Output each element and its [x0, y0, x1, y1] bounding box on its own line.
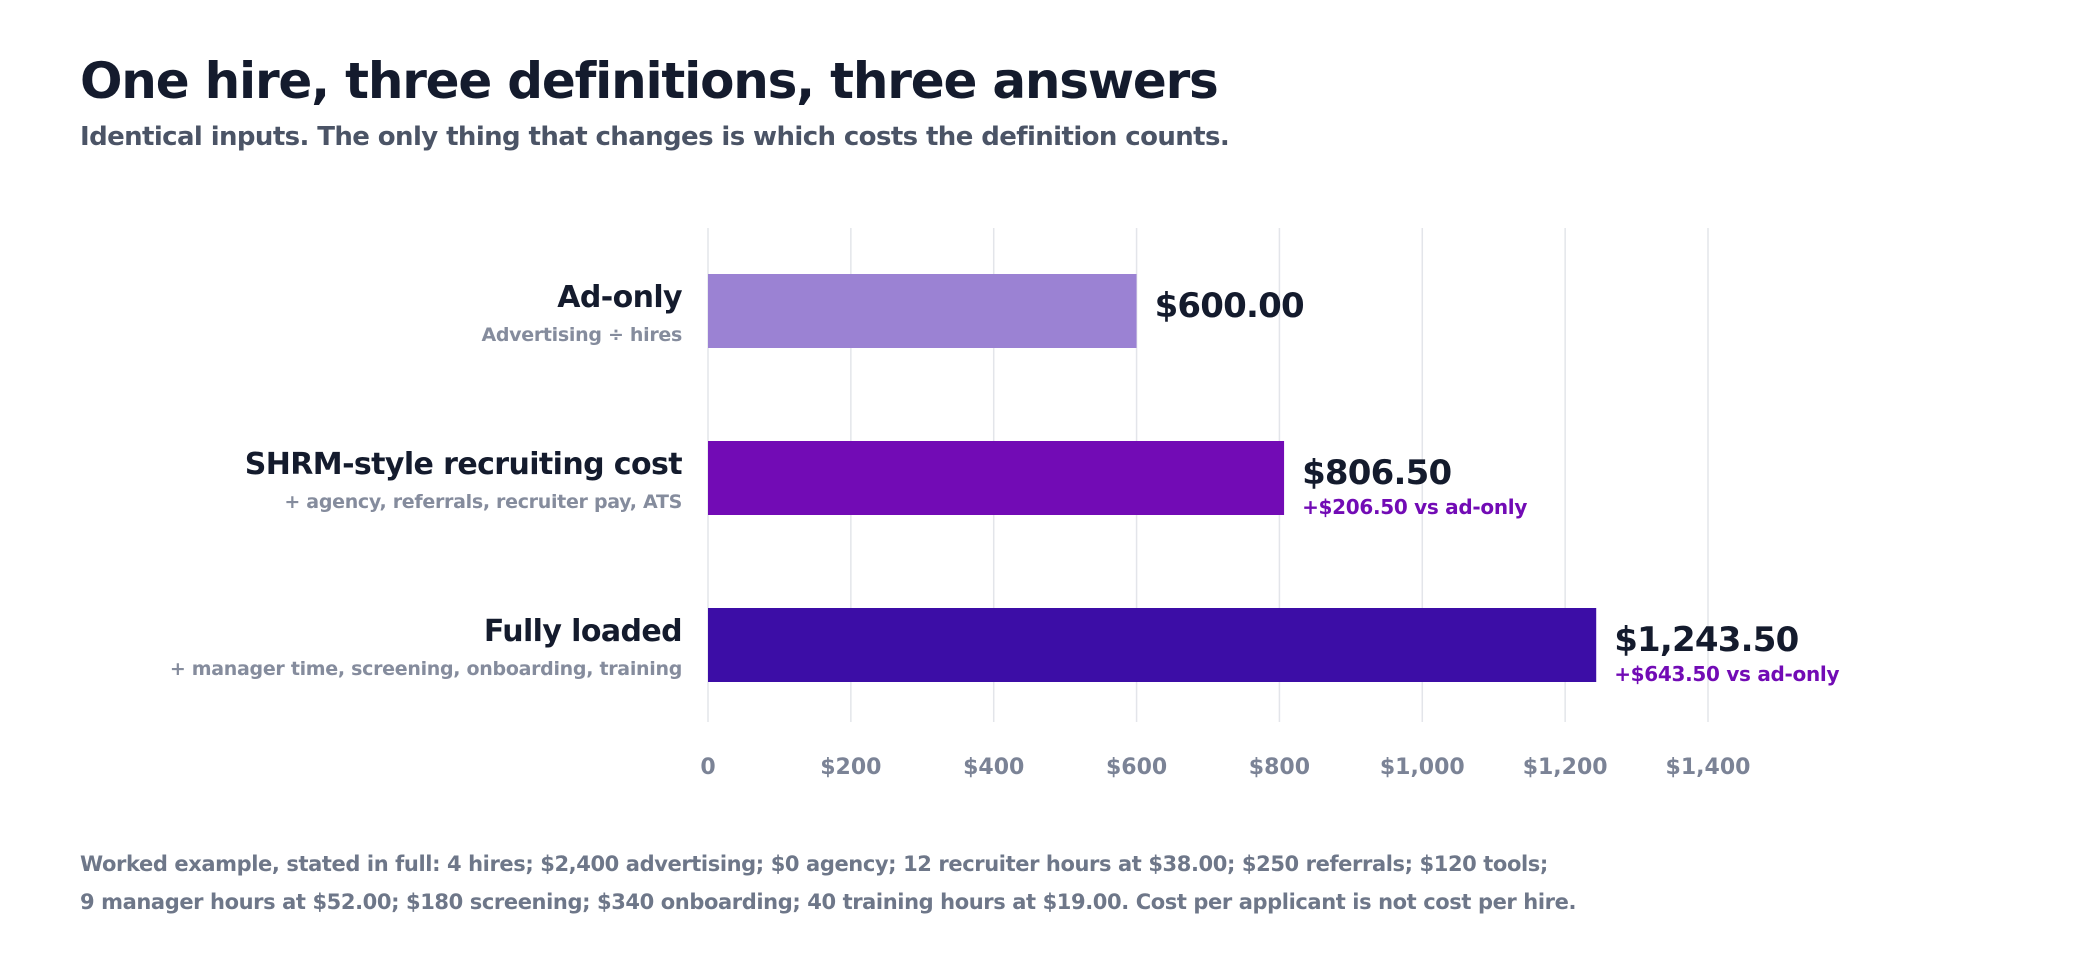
x-tick-label: $400: [963, 755, 1024, 780]
bar: [708, 441, 1285, 515]
x-tick-label: 0: [700, 755, 715, 780]
labels: Ad-only Advertising ÷ hires $600.00 SHRM-st…: [170, 280, 1840, 686]
value-label: $600.00: [1155, 286, 1304, 326]
x-tick-label: $1,400: [1666, 755, 1751, 780]
page-title: One hire, three definitions, three answe…: [80, 52, 1219, 110]
bar: [708, 608, 1597, 682]
bars: [708, 274, 1597, 682]
x-tick-label: $200: [820, 755, 881, 780]
value-label: $1,243.50: [1614, 620, 1798, 660]
category-sublabel: + agency, referrals, recruiter pay, ATS: [284, 491, 682, 513]
category-label: Fully loaded: [484, 614, 682, 649]
x-tick-label: $800: [1249, 755, 1310, 780]
footnote-line-1: Worked example, stated in full: 4 hires;…: [80, 852, 1548, 876]
category-label: SHRM-style recruiting cost: [245, 447, 682, 482]
category-sublabel: Advertising ÷ hires: [481, 324, 682, 346]
bar: [708, 274, 1137, 348]
x-tick-label: $600: [1106, 755, 1167, 780]
delta-label: +$643.50 vs ad-only: [1614, 662, 1839, 686]
x-axis-ticks: 0 $200 $400 $600 $800 $1,000 $1,200 $1,400: [700, 755, 1750, 780]
footnote-line-2: 9 manager hours at $52.00; $180 screenin…: [80, 890, 1577, 914]
x-tick-label: $1,200: [1523, 755, 1608, 780]
page-subtitle: Identical inputs. The only thing that ch…: [80, 122, 1230, 152]
delta-label: +$206.50 vs ad-only: [1302, 495, 1527, 519]
x-tick-label: $1,000: [1380, 755, 1465, 780]
category-sublabel: + manager time, screening, onboarding, t…: [170, 658, 682, 680]
category-label: Ad-only: [557, 280, 683, 315]
bar-chart: Ad-only Advertising ÷ hires $600.00 SHRM-st…: [170, 228, 1840, 780]
value-label: $806.50: [1302, 453, 1451, 493]
